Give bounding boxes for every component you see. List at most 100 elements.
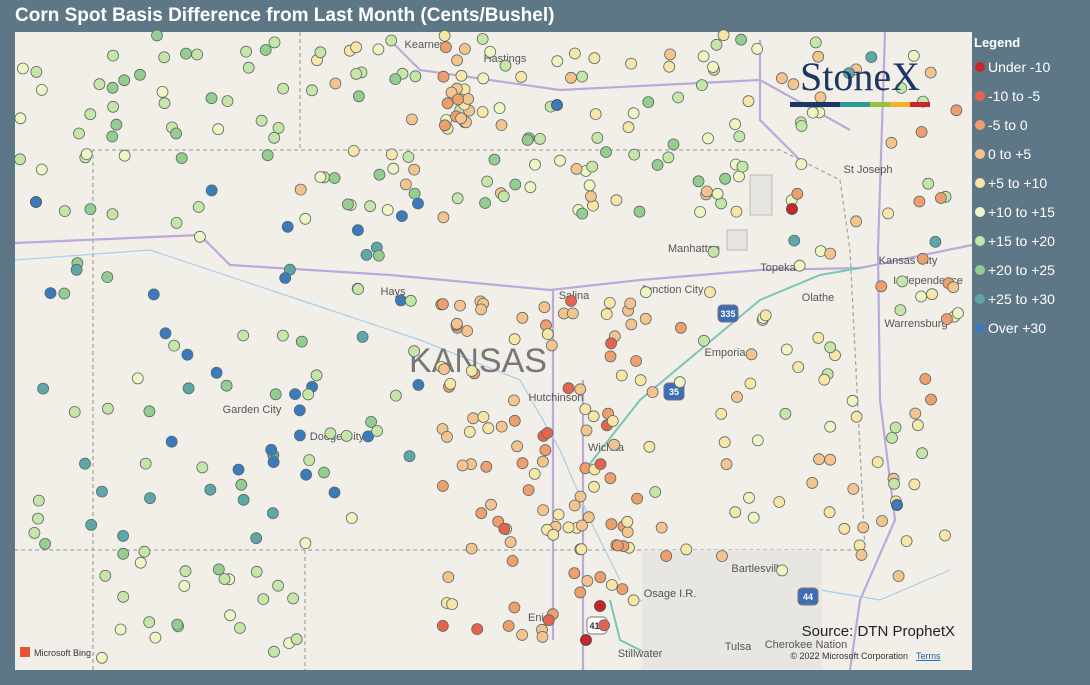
station-dot <box>404 294 417 307</box>
station-dot <box>735 33 747 46</box>
station-dot <box>134 68 146 81</box>
station-dot <box>179 565 192 578</box>
logo-bar <box>870 102 890 107</box>
station-dot <box>385 34 398 47</box>
station-dot <box>857 521 870 534</box>
station-dot <box>916 252 929 265</box>
station-dot <box>787 78 800 91</box>
map-provider: Microsoft Bing <box>34 648 91 658</box>
station-dot <box>704 286 716 299</box>
copyright: © 2022 Microsoft Corporation <box>790 651 908 661</box>
station-dot <box>465 542 478 555</box>
station-dot <box>118 149 131 162</box>
station-dot <box>892 570 905 582</box>
terms-link[interactable]: Terms <box>916 651 941 661</box>
station-dot <box>570 162 583 175</box>
logo-bar <box>890 102 910 107</box>
station-dot <box>329 77 342 90</box>
station-dot <box>891 499 903 511</box>
station-dot <box>159 327 172 340</box>
station-dot <box>28 527 41 539</box>
shield <box>717 304 739 323</box>
city-label: Osage I.R. <box>644 588 697 600</box>
station-dot <box>922 177 935 190</box>
station-dot <box>502 620 515 632</box>
station-dot <box>450 317 463 330</box>
station-dot <box>437 211 450 224</box>
station-dot <box>364 200 377 213</box>
shield-label: 412 <box>589 621 604 631</box>
station-dot <box>824 453 837 466</box>
station-dot <box>347 144 360 157</box>
station-dot <box>250 532 263 545</box>
station-dot <box>106 130 119 143</box>
station-dot <box>587 410 600 423</box>
station-dot <box>850 410 863 423</box>
station-dot <box>529 158 541 171</box>
station-dot <box>495 420 508 433</box>
station-dot <box>287 592 300 605</box>
legend-swatch <box>975 265 985 275</box>
station-dot <box>896 275 909 288</box>
station-dot <box>567 307 579 320</box>
station-dot <box>642 96 655 108</box>
station-dot <box>552 508 565 521</box>
station-dot <box>463 425 476 438</box>
station-dot <box>809 36 822 49</box>
reservation-area <box>642 550 822 670</box>
station-dot <box>627 594 640 607</box>
station-dot <box>408 163 421 176</box>
station-dot <box>562 521 575 534</box>
station-dot <box>541 427 554 439</box>
station-dot <box>701 185 713 198</box>
station-dot <box>224 609 237 622</box>
station-dot <box>885 136 898 149</box>
station-dot <box>471 623 484 635</box>
station-dot <box>444 377 457 390</box>
station-dot <box>106 81 119 94</box>
station-dot <box>925 393 937 406</box>
station-dot <box>117 547 130 560</box>
legend-swatch <box>975 294 985 304</box>
station-dot <box>318 466 330 479</box>
station-dot <box>589 108 602 120</box>
station-dot <box>385 148 398 161</box>
station-dot <box>536 631 549 643</box>
page-title: Corn Spot Basis Difference from Last Mon… <box>15 5 554 26</box>
station-dot <box>882 207 894 220</box>
station-dot <box>371 425 384 437</box>
station-dot <box>277 82 290 95</box>
station-dot <box>102 402 114 415</box>
station-dot <box>196 461 209 474</box>
legend-swatch <box>975 207 985 217</box>
legend-label: +5 to +10 <box>988 175 1047 191</box>
station-dot <box>475 303 488 316</box>
station-dot <box>615 369 628 382</box>
station-dot <box>952 307 964 320</box>
station-dot <box>625 318 638 331</box>
station-dot <box>915 290 927 303</box>
station-dot <box>350 41 363 54</box>
station-dot <box>711 187 724 200</box>
station-dot <box>235 478 248 491</box>
station-dot <box>511 440 523 453</box>
station-dot <box>477 72 490 85</box>
station-dot <box>795 158 808 171</box>
station-dot <box>310 369 323 382</box>
station-dot <box>477 410 490 423</box>
station-dot <box>812 331 825 344</box>
reservoir <box>749 174 773 216</box>
station-dot <box>605 337 617 350</box>
station-dot <box>855 549 868 561</box>
station-dot <box>606 579 618 591</box>
road-shields: 335 35 44 412 <box>586 304 819 635</box>
station-dot <box>479 197 492 209</box>
station-dot <box>662 151 675 164</box>
station-dot <box>646 386 659 399</box>
station-dot <box>180 47 192 60</box>
station-dot <box>542 614 555 627</box>
legend-swatch <box>975 236 985 246</box>
station-dot <box>672 91 684 104</box>
station-dot <box>32 512 44 525</box>
city-label: Olathe <box>802 292 834 304</box>
